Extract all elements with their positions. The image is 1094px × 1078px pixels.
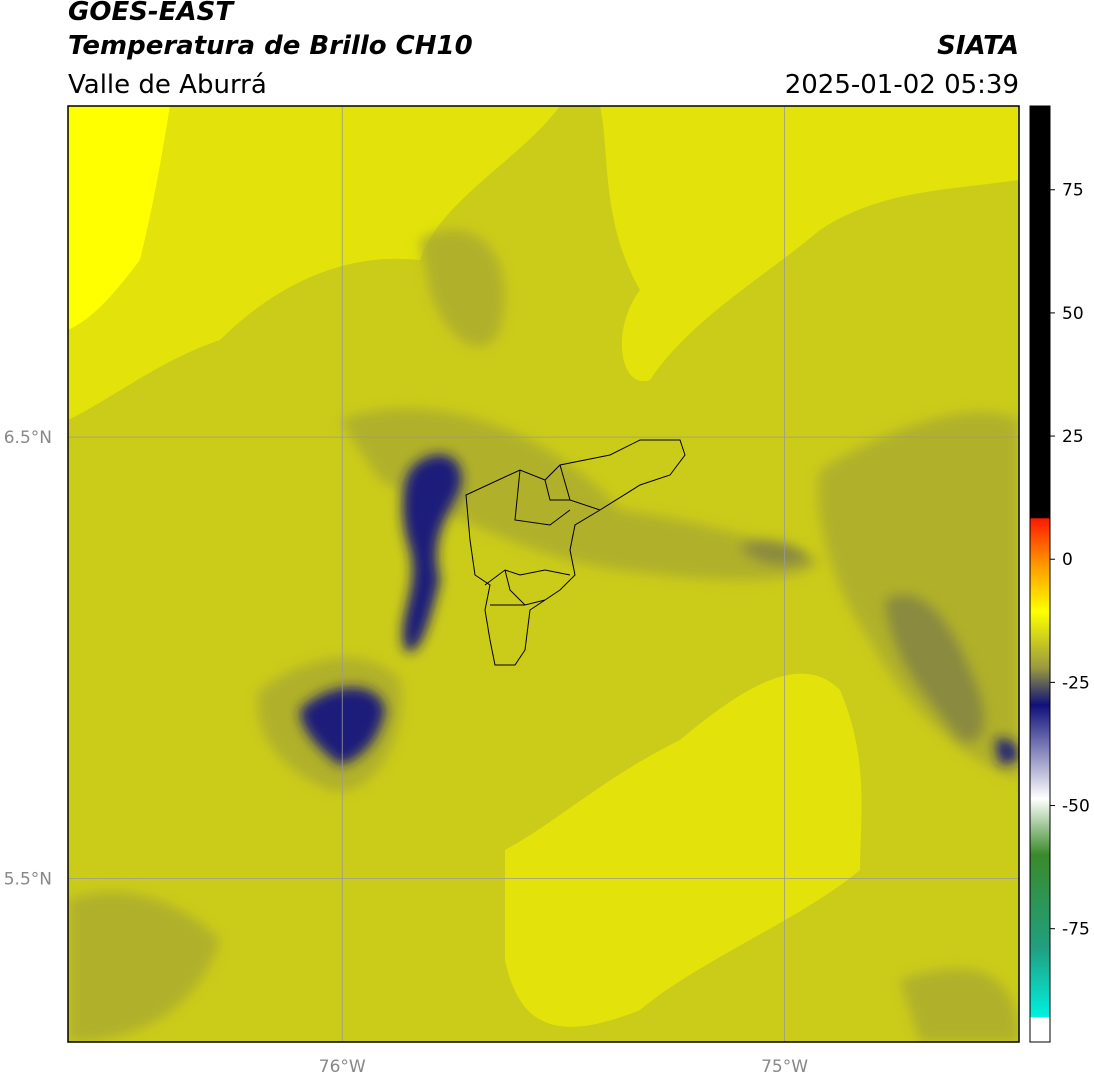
region: Valle de Aburrá — [68, 70, 267, 100]
subtitle: Temperatura de Brillo CH10 — [68, 31, 473, 61]
y-tick-label: 5.5°N — [4, 870, 52, 890]
grid — [68, 106, 1019, 1042]
colorbar-tick-label: 0 — [1062, 550, 1073, 570]
x-tick-label: 76°W — [319, 1057, 366, 1077]
colorbar-tick-label: 25 — [1062, 427, 1084, 447]
colorbar — [1029, 105, 1051, 1043]
source: SIATA — [937, 31, 1019, 61]
colorbar-tick-label: -50 — [1062, 797, 1090, 817]
map-field — [68, 106, 1019, 1042]
colorbar-tick-label: -25 — [1062, 673, 1090, 693]
y-tick-label: 6.5°N — [4, 428, 52, 448]
colorbar-tick-label: 75 — [1062, 181, 1084, 201]
title: GOES-EAST — [68, 0, 235, 27]
map-frame — [67, 105, 1020, 1043]
colorbar-tick-label: 50 — [1062, 304, 1084, 324]
x-tick-label: 75°W — [761, 1057, 808, 1077]
colorbar-tick-label: -75 — [1062, 920, 1090, 940]
datetime: 2025-01-02 05:39 — [785, 70, 1019, 100]
